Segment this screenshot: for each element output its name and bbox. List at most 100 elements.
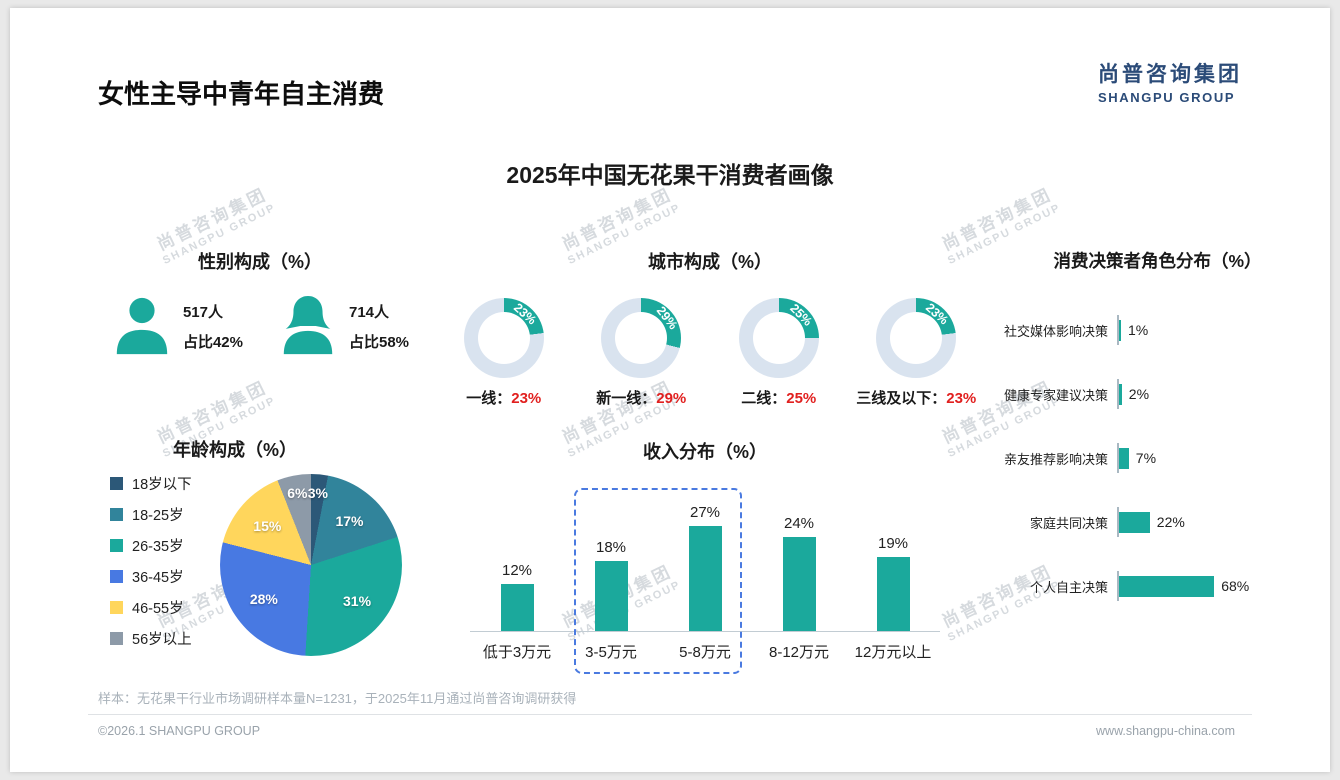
income-value-label: 24% (783, 515, 815, 533)
decision-bar-area: 1% (1117, 315, 1330, 345)
decision-bar (1119, 511, 1150, 533)
donut-hole (752, 312, 805, 364)
female-stats: 714人 占比58% (349, 301, 409, 352)
income-value-label: 27% (689, 503, 721, 521)
legend-label: 46-55岁 (132, 600, 184, 617)
donut-caption-label: 一线： (466, 390, 512, 407)
income-bar-column: 27% (658, 504, 752, 631)
donut-hole (890, 312, 943, 364)
pie-slice-label: 3% (307, 484, 328, 501)
city-section: 城市构成（%） 23% 一线：23% 29% 新一线：29% 25% 二线：25% 23% 三… (435, 248, 985, 408)
company-logo: 尚普咨询集团 SHANGPU GROUP (1098, 58, 1242, 105)
decision-category-label: 家庭共同决策 (1029, 515, 1108, 531)
income-cats: 低于3万元 3-5万元 5-8万元 8-12万元 12万元以上 (470, 632, 940, 662)
legend-label: 26-35岁 (132, 538, 184, 555)
decision-section: 消费决策者角色分布（%） 社交媒体影响决策 1% 健康专家建议决策 2% 亲友推荐影响决… (985, 248, 1330, 635)
sample-footnote: 样本：无花果干行业市场调研样本量N=1231，于2025年11月通过尚普咨询调研… (98, 691, 577, 706)
pie-slice-label: 15% (253, 518, 282, 535)
decision-bar-area: 68% (1117, 571, 1330, 601)
donut-caption: 三线及以下：23% (856, 387, 976, 408)
gender-section-title: 性别构成（%） (197, 252, 322, 272)
decision-bar-row: 家庭共同决策 22% (985, 507, 1330, 537)
donut-caption-value: 23% (511, 390, 542, 407)
donut-ring: 23% (463, 298, 544, 378)
legend-marker (110, 507, 123, 521)
income-category-label: 低于3万元 (482, 644, 552, 661)
city-section-title: 城市构成（%） (647, 252, 772, 272)
age-section-title: 年龄构成（%） (172, 440, 297, 460)
donut-caption-label: 新一线： (596, 390, 657, 407)
slide: 尚普咨询集团 SHANGPU GROUP 尚普咨询集团 SHANGPU GROUP 尚普… (10, 8, 1330, 772)
income-value-label: 18% (595, 538, 627, 556)
pie-slice-label: 31% (343, 592, 372, 609)
age-legend: 18岁以下 18-25岁 26-35岁 36-45岁 46-55岁 56岁以上 (110, 470, 192, 656)
legend-label: 36-45岁 (132, 569, 184, 586)
legend-item: 36-45岁 (110, 563, 192, 589)
decision-bar-row: 亲友推荐影响决策 7% (985, 443, 1330, 473)
legend-marker (110, 538, 123, 552)
legend-item: 56岁以上 (110, 625, 192, 651)
donut-chart: 23% 三线及以下：23% (848, 298, 986, 408)
decision-bar-row: 健康专家建议决策 2% (985, 379, 1330, 409)
donut-ring: 25% (738, 298, 819, 378)
donut-chart: 23% 一线：23% (435, 298, 573, 408)
female-count: 714人 (349, 303, 390, 321)
gender-section: 性别构成（%） 517人 占比42% (70, 248, 450, 358)
donut-chart: 25% 二线：25% (710, 298, 848, 408)
donut-caption: 二线：25% (741, 387, 816, 408)
female-share: 占比58% (349, 333, 410, 351)
income-category-label: 3-5万元 (585, 644, 637, 661)
decision-bar-row: 社交媒体影响决策 1% (985, 315, 1330, 345)
decision-bar (1119, 575, 1215, 597)
income-bar (688, 525, 722, 631)
decision-section-title: 消费决策者角色分布（%） (1053, 251, 1262, 271)
decision-bar (1119, 319, 1121, 341)
income-bar-column: 18% (564, 539, 658, 631)
income-bar-column: 12% (470, 562, 564, 631)
legend-item: 18-25岁 (110, 501, 192, 527)
legend-marker (110, 569, 123, 583)
female-figure: 714人 占比58% (277, 294, 409, 358)
decision-bar-area: 22% (1117, 507, 1330, 537)
male-count: 517人 (182, 303, 223, 321)
decision-chart: 社交媒体影响决策 1% 健康专家建议决策 2% 亲友推荐影响决策 7% 家庭共同决策 22% 个… (985, 315, 1330, 601)
footer-website: www.shangpu-china.com (1096, 724, 1235, 738)
donut-chart: 29% 新一线：29% (573, 298, 711, 408)
income-bar-column: 24% (752, 515, 846, 631)
decision-category-label: 社交媒体影响决策 (1003, 323, 1108, 339)
income-value-label: 12% (501, 562, 533, 580)
decision-value-label: 1% (1128, 322, 1149, 338)
legend-marker (110, 631, 123, 645)
donut-ring: 23% (876, 298, 957, 378)
income-category-label: 5-8万元 (679, 644, 731, 661)
decision-bar-area: 7% (1117, 443, 1330, 473)
chart-main-title: 2025年中国无花果干消费者画像 (506, 162, 834, 188)
male-stats: 517人 占比42% (183, 301, 243, 352)
income-chart: 12% 18% 27% 24% 19% 低于3万元 3-5万元 5-8万元 8-12万元 12万… (470, 474, 940, 674)
donut-caption-label: 三线及以下： (856, 390, 947, 407)
donut-caption-label: 二线： (741, 390, 787, 407)
footer-divider (88, 714, 1252, 715)
legend-label: 56岁以上 (132, 631, 192, 648)
donut-caption: 一线：23% (466, 387, 541, 408)
decision-category-label: 亲友推荐影响决策 (1003, 451, 1108, 467)
donut-hole (477, 312, 530, 364)
male-share: 占比42% (182, 333, 243, 351)
income-bar (782, 537, 816, 631)
income-section-title: 收入分布（%） (642, 442, 767, 462)
donut-caption-value: 25% (786, 390, 817, 407)
income-value-label: 19% (877, 534, 909, 552)
decision-category-label: 个人自主决策 (1029, 579, 1108, 595)
legend-marker (110, 476, 123, 490)
page-title: 女性主导中青年自主消费 (98, 79, 385, 109)
city-donut-row: 23% 一线：23% 29% 新一线：29% 25% 二线：25% 23% 三线及以下：23% (435, 298, 985, 408)
legend-marker (110, 600, 123, 614)
decision-value-label: 7% (1135, 450, 1157, 466)
donut-caption: 新一线：29% (596, 387, 686, 408)
legend-item: 18岁以下 (110, 470, 192, 496)
income-bar (876, 556, 910, 631)
logo-en-text: SHANGPU GROUP (1098, 90, 1236, 105)
income-bar-column: 19% (846, 535, 940, 631)
decision-value-label: 68% (1221, 578, 1250, 594)
male-figure: 517人 占比42% (111, 294, 243, 358)
